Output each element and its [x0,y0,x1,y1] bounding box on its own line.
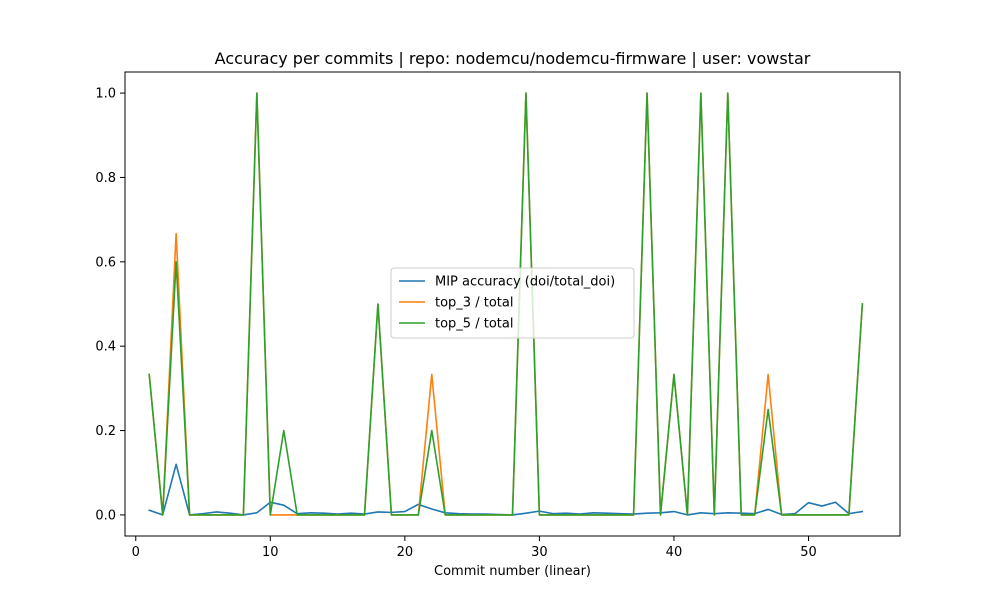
series-layer [148,92,864,516]
legend-label-1: MIP accuracy (doi/total_doi) [435,275,615,290]
legend: MIP accuracy (doi/total_doi) top_3 / tota… [390,267,635,339]
legend-label-3: top_5 / total [435,317,513,332]
series-line-3 [148,92,864,516]
x-tick-label: 0 [132,545,140,560]
y-axis: 0.0 0.2 0.4 0.6 0.8 1.0 [95,87,125,523]
x-tick-label: 30 [531,545,548,560]
legend-label-2: top_3 / total [435,296,513,311]
y-tick-label: 0.0 [95,508,116,523]
x-tick-label: 50 [800,545,817,560]
plot-frame [124,71,901,537]
legend-box [390,267,635,339]
x-axis-label: Commit number (linear) [434,564,591,579]
y-tick-label: 0.4 [95,340,116,355]
x-tick-label: 20 [397,545,414,560]
y-tick-label: 0.2 [95,424,116,439]
y-tick-label: 0.6 [95,255,116,270]
x-tick-label: 40 [666,545,683,560]
x-axis: 0 10 20 30 40 50 [132,536,817,560]
chart-title: Accuracy per commits | repo: nodemcu/nod… [215,49,811,68]
x-tick-label: 10 [262,545,279,560]
y-tick-label: 1.0 [95,87,116,102]
y-tick-label: 0.8 [95,171,116,186]
